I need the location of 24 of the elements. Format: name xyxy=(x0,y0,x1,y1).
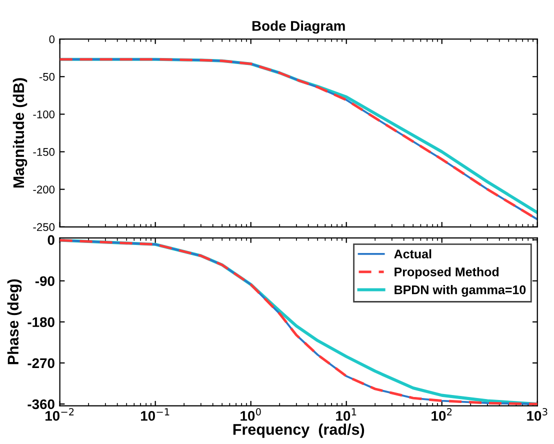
y-tick-label: -200 xyxy=(33,186,55,194)
x-tick-label: 10$^{0}$ xyxy=(240,408,261,421)
legend-label: Actual xyxy=(394,249,432,258)
y-tick-label: -360 xyxy=(28,399,54,410)
legend-label: Proposed Method xyxy=(394,267,499,279)
x-tick-label: 10$^{1}$ xyxy=(336,408,356,421)
x-axis-title: Frequency (rad/s) xyxy=(233,424,364,438)
y-tick-label: -100 xyxy=(33,110,55,118)
x-tick-label: 10$^{2}$ xyxy=(432,408,452,421)
y-axis-title: Magnitude (dB) xyxy=(12,78,28,188)
x-tick-label: 10$^{−2}$ xyxy=(46,408,74,421)
y-tick-label: -150 xyxy=(33,148,55,156)
y-tick-label: -90 xyxy=(35,276,54,286)
y-tick-label: 0 xyxy=(48,235,54,245)
y-axis-title: Phase (deg) xyxy=(7,279,22,364)
y-tick-label: 0 xyxy=(49,35,55,44)
y-tick-label: -180 xyxy=(28,317,54,328)
chart-title: Bode Diagram xyxy=(252,20,345,34)
legend-label: BPDN with gamma=10 xyxy=(394,285,526,297)
y-tick-label: -50 xyxy=(39,72,55,81)
y-tick-label: -250 xyxy=(33,223,55,232)
x-tick-label: 10$^{3}$ xyxy=(527,408,548,421)
y-tick-label: -270 xyxy=(28,358,54,368)
x-tick-label: 10$^{−1}$ xyxy=(141,408,170,421)
